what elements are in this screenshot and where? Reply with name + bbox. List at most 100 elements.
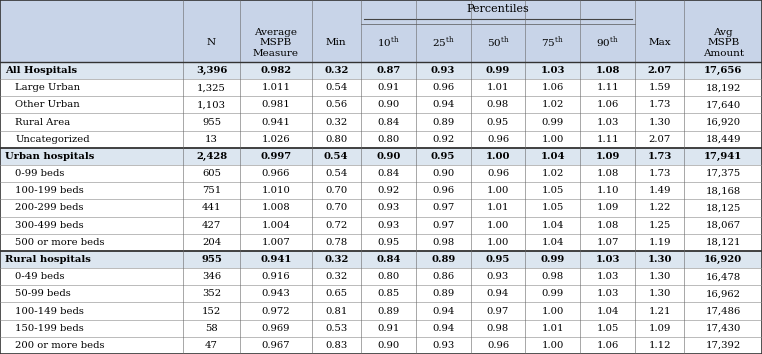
- Text: 500 or more beds: 500 or more beds: [15, 238, 104, 247]
- Text: 13: 13: [205, 135, 218, 144]
- Text: 441: 441: [202, 204, 221, 212]
- Text: 1.008: 1.008: [261, 204, 290, 212]
- Text: 58: 58: [205, 324, 218, 333]
- Text: 2.07: 2.07: [648, 66, 672, 75]
- Text: 1.12: 1.12: [648, 341, 671, 350]
- Text: 1.09: 1.09: [597, 204, 619, 212]
- Text: 1.06: 1.06: [542, 83, 564, 92]
- Text: 605: 605: [202, 169, 221, 178]
- Text: 1.04: 1.04: [542, 221, 564, 230]
- Text: 1.04: 1.04: [597, 307, 619, 315]
- Bar: [0, 320, 762, 337]
- Text: 0.93: 0.93: [487, 272, 509, 281]
- Text: 0.92: 0.92: [432, 135, 454, 144]
- Text: 0.85: 0.85: [377, 289, 399, 298]
- Text: 0.70: 0.70: [325, 186, 347, 195]
- Text: 0.90: 0.90: [376, 152, 401, 161]
- Text: 0.94: 0.94: [432, 307, 454, 315]
- Text: 1.30: 1.30: [648, 272, 671, 281]
- Text: 1.02: 1.02: [542, 101, 564, 109]
- Text: 0.90: 0.90: [377, 341, 399, 350]
- Text: 17,430: 17,430: [706, 324, 741, 333]
- Text: Uncategorized: Uncategorized: [15, 135, 90, 144]
- Text: 0.97: 0.97: [432, 204, 454, 212]
- Text: 0.32: 0.32: [324, 255, 348, 264]
- Text: 1.07: 1.07: [597, 238, 619, 247]
- Text: 1.05: 1.05: [542, 204, 564, 212]
- Text: 751: 751: [202, 186, 221, 195]
- Text: 0.95: 0.95: [487, 118, 509, 127]
- Text: 17,486: 17,486: [706, 307, 741, 315]
- Text: All Hospitals: All Hospitals: [5, 66, 78, 75]
- Bar: [0, 0, 762, 62]
- Text: 0.98: 0.98: [487, 101, 509, 109]
- Text: 955: 955: [201, 255, 222, 264]
- Text: 0.99: 0.99: [542, 118, 564, 127]
- Text: 0.91: 0.91: [377, 83, 399, 92]
- Text: 0.84: 0.84: [377, 118, 399, 127]
- Bar: [0, 302, 762, 320]
- Text: 0.966: 0.966: [261, 169, 290, 178]
- Text: 1.73: 1.73: [648, 152, 672, 161]
- Text: 1.010: 1.010: [261, 186, 290, 195]
- Text: 1.00: 1.00: [542, 307, 564, 315]
- Text: 18,125: 18,125: [706, 204, 741, 212]
- Text: Avg
MSPB
Amount: Avg MSPB Amount: [703, 28, 744, 58]
- Text: 1.22: 1.22: [648, 204, 671, 212]
- Text: 90$^{\mathregular{th}}$: 90$^{\mathregular{th}}$: [596, 35, 619, 50]
- Text: Rural Area: Rural Area: [15, 118, 71, 127]
- Text: 1.00: 1.00: [487, 186, 509, 195]
- Text: 1,325: 1,325: [197, 83, 226, 92]
- Text: 0.93: 0.93: [431, 66, 456, 75]
- Text: 1.04: 1.04: [540, 152, 565, 161]
- Text: 1.10: 1.10: [597, 186, 619, 195]
- Text: 0.94: 0.94: [432, 324, 454, 333]
- Text: 200-299 beds: 200-299 beds: [15, 204, 84, 212]
- Text: 1.007: 1.007: [261, 238, 290, 247]
- Text: 3,396: 3,396: [196, 66, 227, 75]
- Text: 1.03: 1.03: [597, 272, 619, 281]
- Text: 0.98: 0.98: [487, 324, 509, 333]
- Text: 955: 955: [202, 118, 221, 127]
- Text: 1.026: 1.026: [261, 135, 290, 144]
- Text: 1.11: 1.11: [597, 83, 619, 92]
- Text: 0.982: 0.982: [261, 66, 292, 75]
- Text: 0.56: 0.56: [325, 101, 347, 109]
- Text: Min: Min: [326, 38, 347, 47]
- Text: 1.06: 1.06: [597, 101, 619, 109]
- Text: 100-149 beds: 100-149 beds: [15, 307, 84, 315]
- Text: 18,449: 18,449: [706, 135, 741, 144]
- Text: 18,121: 18,121: [706, 238, 741, 247]
- Text: 75$^{\mathregular{th}}$: 75$^{\mathregular{th}}$: [542, 35, 564, 50]
- Text: 18,067: 18,067: [706, 221, 741, 230]
- Text: 1.03: 1.03: [597, 118, 619, 127]
- Text: 0.80: 0.80: [377, 272, 399, 281]
- Text: 352: 352: [202, 289, 221, 298]
- Text: 346: 346: [202, 272, 221, 281]
- Text: 0.54: 0.54: [325, 83, 347, 92]
- Text: 47: 47: [205, 341, 218, 350]
- Text: 0.70: 0.70: [325, 204, 347, 212]
- Text: 0-99 beds: 0-99 beds: [15, 169, 65, 178]
- Text: 16,920: 16,920: [704, 255, 742, 264]
- Text: 1.21: 1.21: [648, 307, 671, 315]
- Text: 0.54: 0.54: [325, 169, 347, 178]
- Text: 16,962: 16,962: [706, 289, 741, 298]
- Text: 1.05: 1.05: [597, 324, 619, 333]
- Text: 300-499 beds: 300-499 beds: [15, 221, 84, 230]
- Text: 0.93: 0.93: [432, 341, 454, 350]
- Text: 0.32: 0.32: [325, 118, 347, 127]
- Text: 17,392: 17,392: [706, 341, 741, 350]
- Text: 0.96: 0.96: [487, 135, 509, 144]
- Text: 0.997: 0.997: [261, 152, 292, 161]
- Bar: [0, 114, 762, 131]
- Text: 1.73: 1.73: [648, 169, 671, 178]
- Text: 1.04: 1.04: [542, 238, 564, 247]
- Text: 0.941: 0.941: [261, 255, 292, 264]
- Text: 1.03: 1.03: [597, 289, 619, 298]
- Text: 16,920: 16,920: [706, 118, 741, 127]
- Text: 0.92: 0.92: [377, 186, 399, 195]
- Text: 17,375: 17,375: [706, 169, 741, 178]
- Text: 0.93: 0.93: [377, 221, 399, 230]
- Text: Max: Max: [648, 38, 671, 47]
